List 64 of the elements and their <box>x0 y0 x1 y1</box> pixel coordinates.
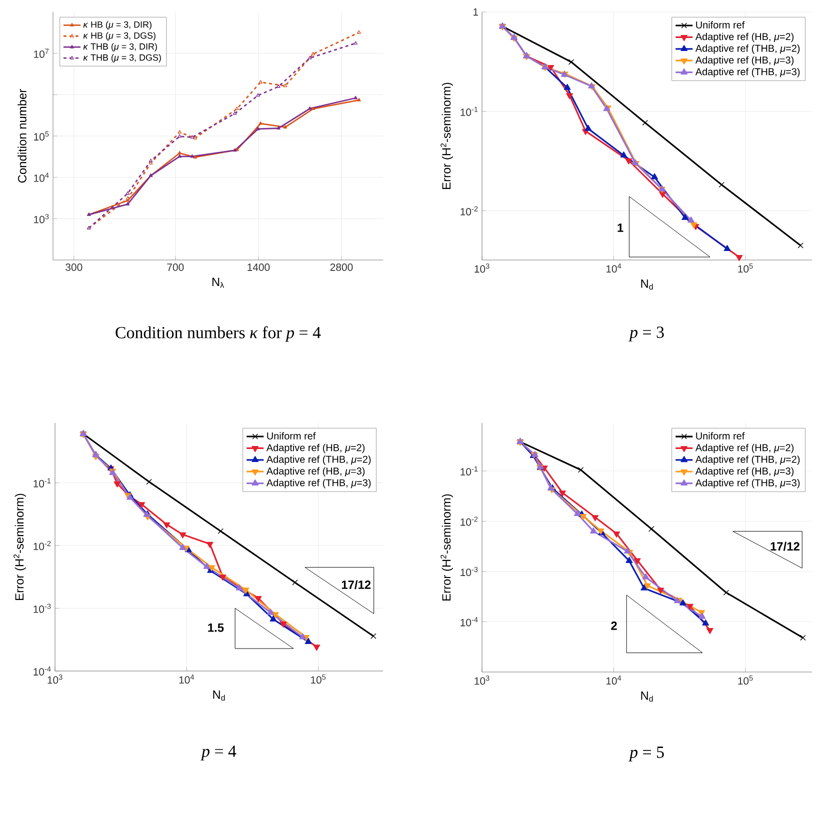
y-tick-label: 10$^{-1}$ <box>460 106 478 116</box>
annotation: 1 <box>618 224 624 232</box>
legend-label: Adaptive ref (THB, μ=2) <box>695 44 800 54</box>
legend-label: Uniform ref <box>696 432 745 440</box>
text: p = 3 <box>628 326 664 342</box>
y-tick-label: 10$^{-3}$ <box>34 604 51 613</box>
x-tick-label: 2800 <box>330 264 353 271</box>
y-tick-label: 10$^{-2}$ <box>460 206 478 216</box>
y-tick-label: 10$^{-3}$ <box>460 566 478 576</box>
legend-label: Adaptive ref (THB, μ=3) <box>695 68 800 78</box>
text: p = 4 <box>200 746 236 760</box>
legend-label: Adaptive ref (HB, μ=2) <box>695 32 794 42</box>
x-axis-title: N$_{d}$ <box>641 280 653 290</box>
x-tick-label: 10$^{3}$ <box>48 674 62 684</box>
y-tick-label: 10$^{4}$ <box>34 172 49 182</box>
x-tick-label: 10$^{5}$ <box>738 676 753 685</box>
y-tick-label: 10$^{5}$ <box>34 131 49 141</box>
y-tick-label: 10$^{-4}$ <box>460 617 478 626</box>
x-axis-title: N$_{d}$ <box>213 690 225 701</box>
legend-label: Adaptive ref (HB, μ=2) <box>266 444 365 454</box>
x-tick-label: 10$^{4}$ <box>606 264 622 273</box>
x-axis-title: N$_{λ}$ <box>212 278 224 288</box>
y-tick-label: 1 <box>473 8 478 16</box>
legend-label: Adaptive ref (THB, μ=3) <box>695 478 800 488</box>
annotation: 2 <box>611 622 617 630</box>
annotation: 17/12 <box>342 580 371 590</box>
x-axis-title: N$_{d}$ <box>641 692 653 702</box>
y-axis-title: Error (H$^{2}$-seminorm) <box>440 82 453 189</box>
legend-label: Adaptive ref (HB, μ=3) <box>695 467 794 477</box>
y-tick-label: 10$^{-4}$ <box>34 666 51 676</box>
legend-label: Adaptive ref (THB, μ=2) <box>266 456 371 465</box>
x-tick-label: 10$^{3}$ <box>474 676 490 685</box>
y-axis-title: Condition number <box>18 89 26 183</box>
legend-label: Adaptive ref (HB, μ=2) <box>695 444 794 454</box>
legend-label: Uniform ref <box>267 432 316 440</box>
y-tick-label: 10$^{-2}$ <box>34 540 51 550</box>
x-tick-label: 1400 <box>248 264 270 271</box>
x-tick-label: 700 <box>167 264 184 271</box>
x-tick-label: 10$^{5}$ <box>738 264 753 273</box>
annotation: 17/12 <box>770 542 800 551</box>
annotation: 1.5 <box>208 624 224 632</box>
legend-label: Uniform ref <box>696 21 745 28</box>
legend-label: Adaptive ref (HB, μ=3) <box>266 467 365 477</box>
y-tick-label: 10$^{-2}$ <box>460 516 478 526</box>
y-tick-label: 10$^{-1}$ <box>460 466 478 476</box>
legend-label: κ THB (μ = 3, DGS) <box>83 54 161 62</box>
x-tick-label: 10$^{4}$ <box>179 674 194 684</box>
y-tick-label: 10$^{7}$ <box>34 48 49 58</box>
x-tick-label: 10$^{4}$ <box>606 676 622 685</box>
legend-label: κ HB (μ = 3, DGS) <box>83 32 156 40</box>
text: Condition numbers κ for p = 4 <box>116 326 321 342</box>
legend-label: Adaptive ref (THB, μ=3) <box>266 478 371 488</box>
legend-label: Adaptive ref (THB, μ=2) <box>695 456 800 465</box>
legend-label: Adaptive ref (HB, μ=3) <box>695 56 794 66</box>
x-tick-label: 10$^{3}$ <box>474 264 490 273</box>
x-tick-label: 10$^{5}$ <box>311 674 326 684</box>
y-axis-title: Error (H$^{2}$-seminorm) <box>14 494 26 600</box>
legend-label: κ HB (μ = 3, DIR) <box>83 21 152 30</box>
legend-label: κ THB (μ = 3, DIR) <box>83 43 157 52</box>
x-tick-label: 300 <box>66 264 82 271</box>
text: p = 5 <box>628 746 664 762</box>
y-tick-label: 10$^{-1}$ <box>34 478 51 488</box>
y-tick-label: 10$^{3}$ <box>34 214 49 224</box>
y-axis-title: Error (H$^{2}$-seminorm) <box>440 494 453 600</box>
